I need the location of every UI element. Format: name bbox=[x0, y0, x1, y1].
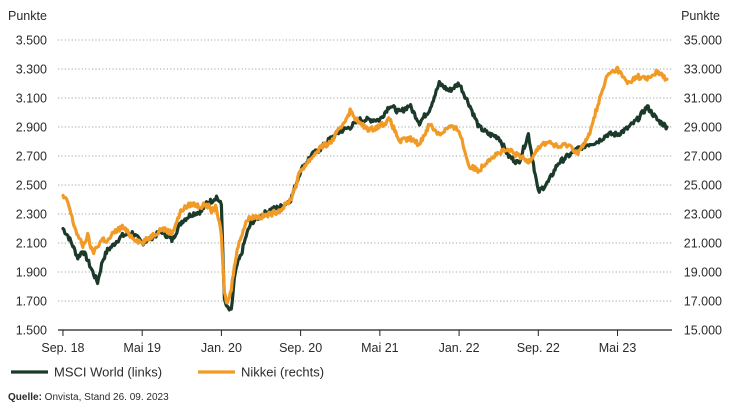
x-tick-label: Mai 23 bbox=[599, 341, 637, 355]
left-tick-label: 1.900 bbox=[16, 266, 47, 280]
left-tick-label: 1.500 bbox=[16, 324, 47, 338]
source-note: Quelle: Onvista, Stand 26. 09. 2023 bbox=[8, 392, 169, 403]
right-tick-label: 15.000 bbox=[684, 324, 722, 338]
legend-label: MSCI World (links) bbox=[54, 365, 162, 380]
series-line-nikkei bbox=[61, 65, 669, 305]
x-tick-label: Jan. 20 bbox=[201, 341, 242, 355]
source-text: Onvista, Stand 26. 09. 2023 bbox=[41, 392, 169, 403]
line-chart: 3.500 35.000 3.300 33.000 3.100 31.000 2.900 29… bbox=[8, 9, 722, 380]
right-tick-label: 33.000 bbox=[684, 63, 722, 77]
right-tick-label: 23.000 bbox=[684, 208, 722, 222]
left-tick-label: 2.900 bbox=[16, 121, 47, 135]
left-tick-label: 3.100 bbox=[16, 92, 47, 106]
x-tick-label: Jan. 22 bbox=[439, 341, 480, 355]
grid-lines bbox=[58, 39, 672, 302]
right-tick-label: 35.000 bbox=[684, 34, 722, 48]
right-tick-label: 19.000 bbox=[684, 266, 722, 280]
left-tick-label: 2.500 bbox=[16, 179, 47, 193]
series-line-msci-world bbox=[61, 79, 669, 312]
right-tick-label: 17.000 bbox=[684, 295, 722, 309]
right-tick-label: 29.000 bbox=[684, 121, 722, 135]
x-tick-label: Mai 19 bbox=[123, 341, 161, 355]
right-tick-label: 27.000 bbox=[684, 150, 722, 164]
right-tick-label: 21.000 bbox=[684, 237, 722, 251]
series-layer bbox=[61, 65, 669, 312]
left-tick-label: 2.300 bbox=[16, 208, 47, 222]
right-tick-label: 25.000 bbox=[684, 179, 722, 193]
right-axis-unit: Punkte bbox=[681, 9, 720, 23]
left-axis-unit: Punkte bbox=[8, 9, 47, 23]
legend: MSCI World (links) Nikkei (rechts) bbox=[11, 365, 324, 380]
x-tick-label: Sep. 20 bbox=[279, 341, 322, 355]
x-tick-label: Sep. 22 bbox=[517, 341, 560, 355]
x-tick-label: Mai 21 bbox=[361, 341, 399, 355]
source-label: Quelle: bbox=[8, 392, 42, 403]
axes: 3.500 35.000 3.300 33.000 3.100 31.000 2.900 29… bbox=[16, 34, 722, 356]
left-tick-label: 3.500 bbox=[16, 34, 47, 48]
left-tick-label: 3.300 bbox=[16, 63, 47, 77]
left-tick-label: 2.700 bbox=[16, 150, 47, 164]
left-tick-label: 2.100 bbox=[16, 237, 47, 251]
left-tick-label: 1.700 bbox=[16, 295, 47, 309]
right-tick-label: 31.000 bbox=[684, 92, 722, 106]
legend-label: Nikkei (rechts) bbox=[241, 365, 324, 380]
x-tick-label: Sep. 18 bbox=[41, 341, 84, 355]
